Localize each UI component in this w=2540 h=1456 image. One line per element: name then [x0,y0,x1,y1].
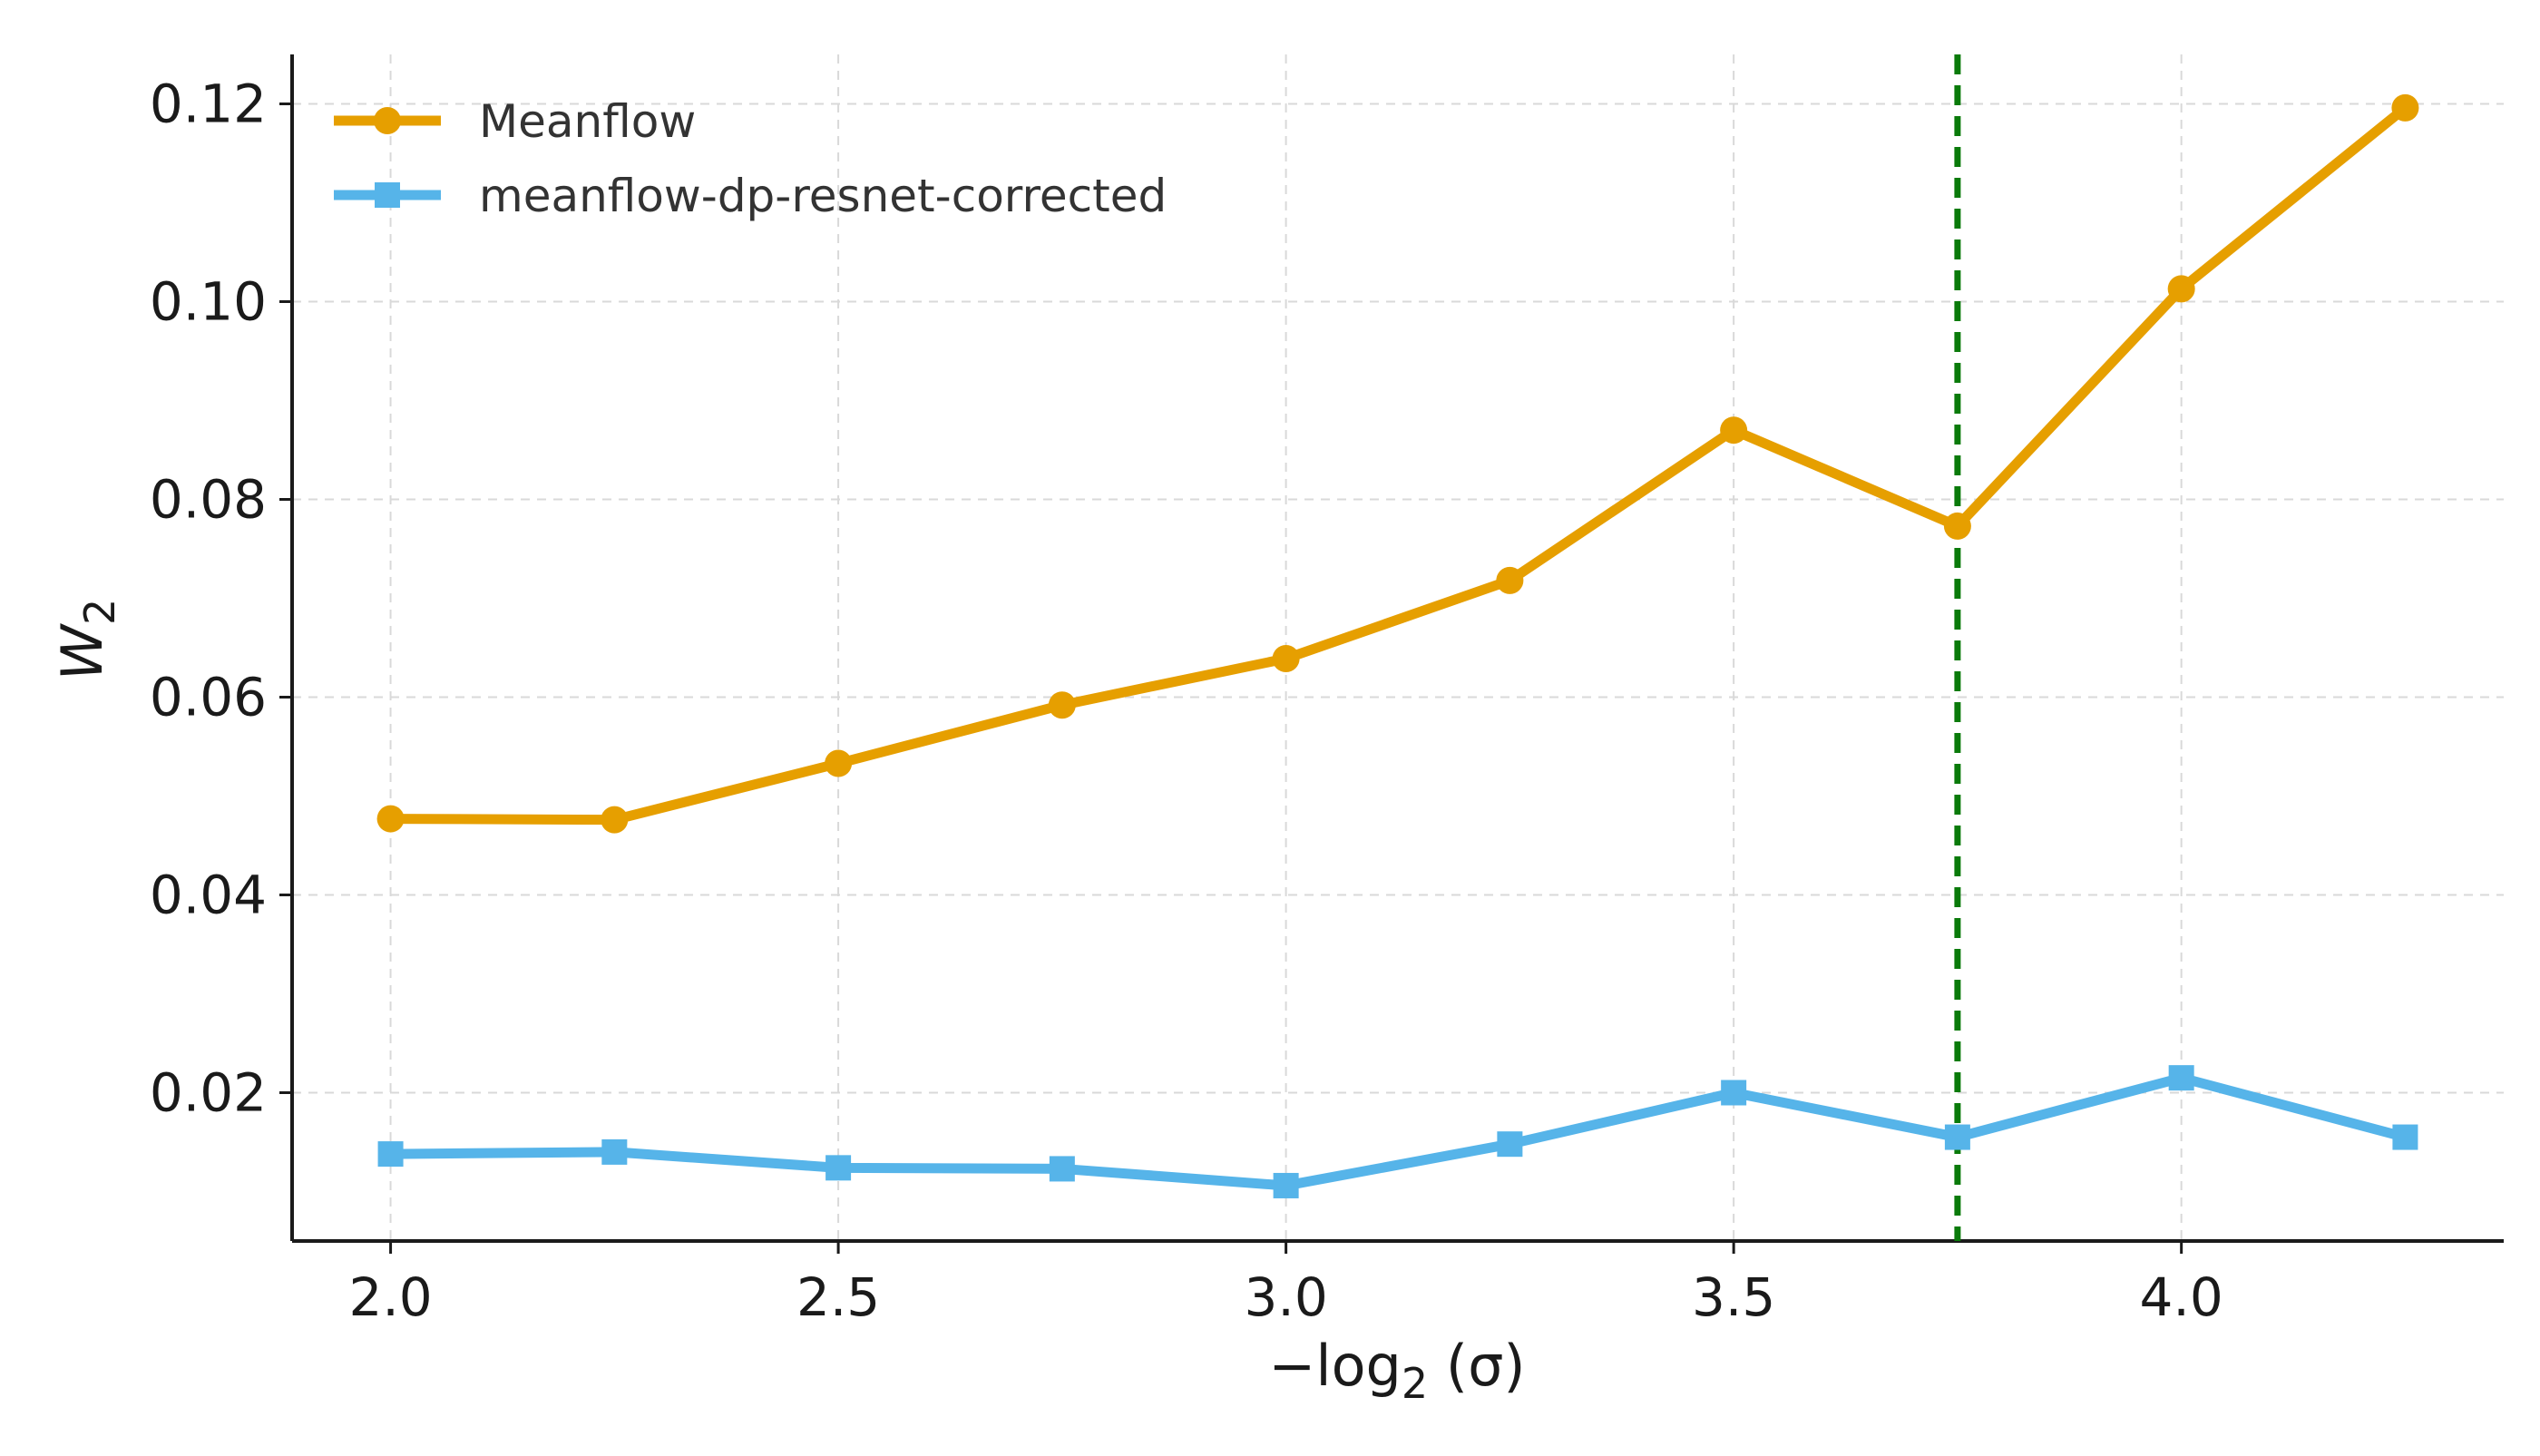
legend: Meanflow meanflow-dp-resnet-corrected [334,95,1167,222]
y-axis-title: W2 [49,599,124,681]
x-tick-label: 2.5 [796,1266,880,1328]
legend-label: meanflow-dp-resnet-corrected [479,170,1167,222]
data-point [1048,691,1076,719]
data-point [2168,1065,2194,1091]
data-point [1944,1124,1970,1150]
x-axis-title: −log2 (σ) [1268,1333,1525,1408]
legend-marker [375,182,400,208]
series-line-1 [386,1072,2410,1191]
data-point [376,805,405,833]
x-tick-label: 4.0 [2140,1266,2223,1328]
y-tick-label: 0.02 [150,1062,267,1124]
data-point [2392,1124,2418,1150]
x-tick-label: 3.0 [1244,1266,1327,1328]
axes [279,54,2504,1254]
y-tick-label: 0.10 [150,271,267,333]
data-point [1943,512,1971,540]
data-point [825,749,853,777]
x-tick-label: 3.5 [1692,1266,1775,1328]
data-point [1721,1080,1747,1106]
data-point [826,1155,852,1181]
grid [292,54,2504,1241]
legend-label: Meanflow [479,95,696,148]
y-tick-label: 0.04 [150,865,267,926]
series-line-0 [386,103,2410,826]
series-group [376,93,2419,1198]
data-point [601,806,629,834]
tick-labels: 2.0 2.5 3.0 3.5 4.0 0.02 0.04 0.06 0.08 0.10 0.12 [150,73,2223,1329]
data-point [1720,416,1748,445]
data-point [1497,1131,1523,1158]
data-point [377,1141,404,1168]
data-point [1273,1172,1299,1198]
data-point [1496,566,1524,594]
x-tick-label: 2.0 [348,1266,432,1328]
y-tick-label: 0.06 [150,667,267,728]
y-tick-label: 0.12 [150,73,267,135]
data-point [601,1138,628,1165]
legend-marker [374,107,401,134]
data-point [1272,644,1300,672]
data-point [2391,93,2419,122]
data-point [1049,1156,1075,1182]
y-tick-label: 0.08 [150,469,267,531]
data-point [2167,275,2195,303]
